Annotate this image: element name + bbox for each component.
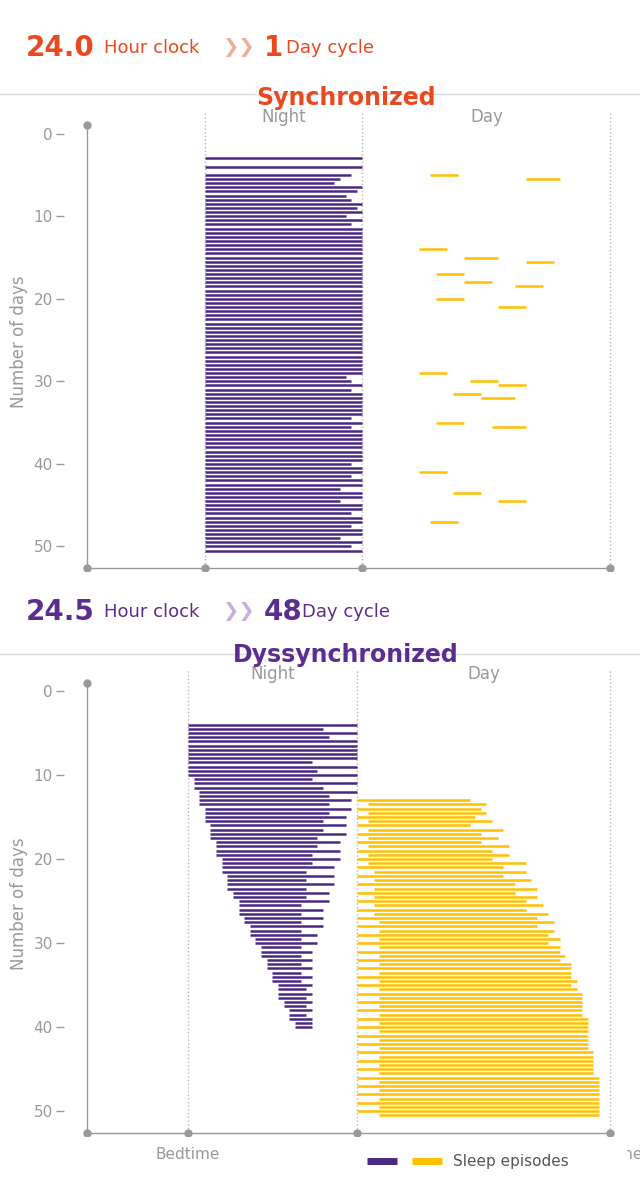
Text: Bedtime: Bedtime (173, 581, 237, 596)
Text: Bedtime: Bedtime (578, 581, 640, 596)
Text: Bedtime: Bedtime (578, 1146, 640, 1161)
Text: Wake time: Wake time (322, 581, 403, 596)
Text: Day: Day (470, 108, 503, 126)
Text: Sleep episodes: Sleep episodes (452, 1154, 568, 1169)
Text: Wake time: Wake time (316, 1146, 397, 1161)
Text: Night: Night (250, 665, 294, 683)
Title: Dyssynchronized: Dyssynchronized (233, 643, 458, 666)
Y-axis label: Number of days: Number of days (10, 837, 28, 970)
Text: 24.0: 24.0 (26, 33, 94, 62)
Title: Synchronized: Synchronized (256, 86, 435, 109)
Text: ❯❯: ❯❯ (222, 602, 255, 621)
Text: 48: 48 (264, 597, 303, 626)
Text: Day cycle: Day cycle (302, 603, 390, 621)
Text: Bedtime: Bedtime (156, 1146, 220, 1161)
Y-axis label: Number of days: Number of days (10, 276, 28, 408)
Text: Day cycle: Day cycle (286, 38, 374, 57)
Text: Hour clock: Hour clock (104, 603, 199, 621)
Text: Hour clock: Hour clock (104, 38, 199, 57)
Text: 1: 1 (264, 33, 283, 62)
Text: Day: Day (467, 665, 500, 683)
Text: ❯❯: ❯❯ (222, 38, 255, 57)
Text: 24.5: 24.5 (26, 597, 95, 626)
Text: Night: Night (261, 108, 306, 126)
